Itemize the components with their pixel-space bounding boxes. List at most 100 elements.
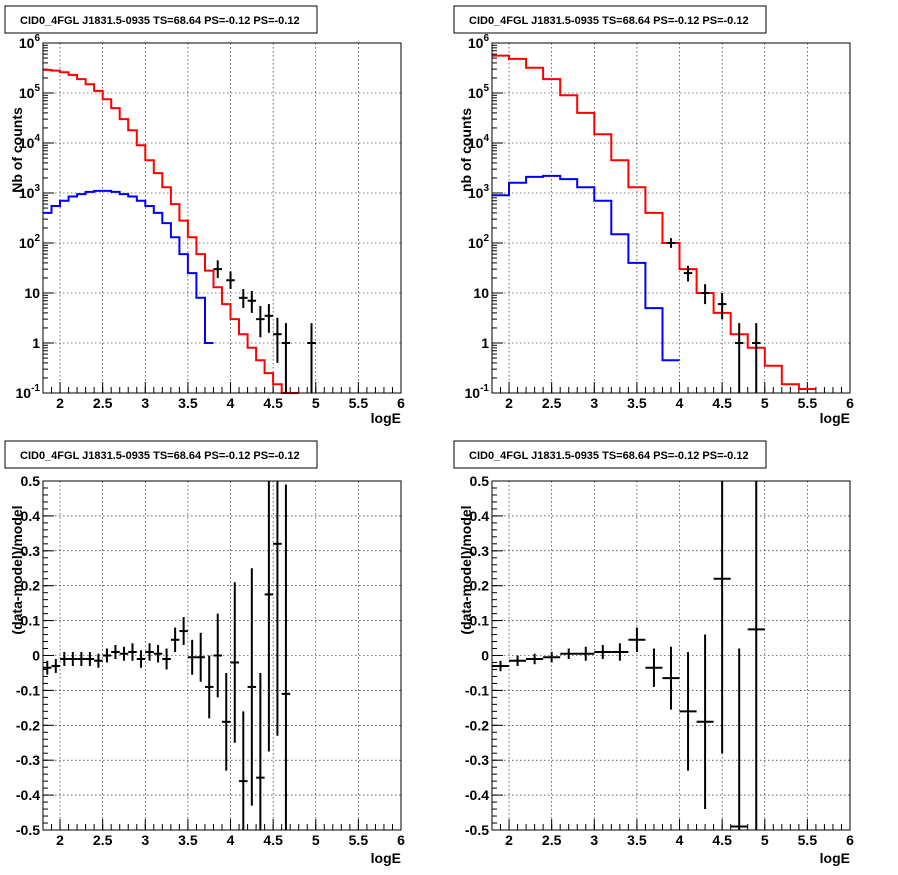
data-point [77,652,86,666]
plot-background [43,43,401,393]
x-tick-label: 6 [397,832,405,848]
data-point [679,652,697,771]
data-point [281,484,291,830]
series-line [492,174,680,362]
x-tick-label: 5.5 [349,832,369,848]
y-tick-label: -0.2 [465,717,489,733]
data-point [68,652,78,666]
data-point [94,653,103,668]
x-tick-label: 3.5 [627,395,647,411]
data-point [119,646,129,661]
data-point [281,323,291,393]
y-tick-label: 10-1 [16,383,41,401]
data-point [307,323,316,393]
data-point [43,660,52,675]
data-point [162,648,171,670]
data-point [492,660,510,672]
data-point [247,568,257,806]
x-tick-label: 5.5 [349,395,369,411]
x-tick-label: 5 [312,395,320,411]
data-point [239,711,248,830]
y-tick-label: -0.2 [16,717,40,733]
panel-title: CID0_4FGL J1831.5-0935 TS=68.64 PS=-0.12… [469,450,749,462]
plot-area: 2 2.5 3 3.5 4 4.5 5 5.5 6 -0.5 -0.4 -0.3 -0.2 -0.1 0 0.… [465,473,854,848]
y-tick-label: 0.2 [470,578,490,594]
y-tick-label: -0.5 [465,822,489,838]
series-line [43,68,299,394]
panel-bottom-right: CID0_4FGL J1831.5-0935 TS=68.64 PS=-0.12… [453,440,854,866]
x-tick-label: 2.5 [93,832,113,848]
y-tick-label: -0.4 [16,787,40,803]
x-tick-label: 3 [590,832,598,848]
data-point [730,648,748,830]
y-tick-label: -0.1 [16,682,40,698]
plot-frame [491,480,851,831]
x-tick-label: 4.5 [263,395,283,411]
plot-area: 2 2.5 3 3.5 4 4.5 5 5.5 6 -0.5 -0.4 -0.3 -0.2 -0.1 0 0.… [16,473,405,848]
data-point [102,648,112,663]
data-point [747,481,765,830]
data-point [560,648,578,659]
x-tick-label: 4 [227,832,235,848]
y-tick-label: 103 [19,183,41,201]
y-tick-label: 0.4 [21,508,41,524]
x-tick-label: 2 [505,832,513,848]
data-point [543,652,561,663]
y-axis-label: Nb of counts [9,107,25,193]
data-point [196,632,205,682]
y-tick-label: 0.2 [21,578,41,594]
x-tick-label: 4.5 [712,395,732,411]
y-tick-label: 104 [19,133,41,151]
x-tick-label: 6 [846,395,854,411]
panel-bottom-left: CID0_4FGL J1831.5-0935 TS=68.64 PS=-0.12… [4,440,405,866]
data-point [60,652,69,666]
x-tick-label: 3.5 [178,395,198,411]
data-point [222,672,231,771]
x-tick-label: 6 [846,832,854,848]
panel-title-box [453,440,767,469]
x-tick-label: 5.5 [798,832,818,848]
y-tick-label: 0.5 [21,473,41,489]
data-point [273,481,282,736]
data-point [128,643,137,661]
y-axis-label: nb of counts [458,108,474,192]
data-point [526,653,544,665]
x-tick-label: 2 [56,395,64,411]
x-tick-label: 4.5 [712,832,732,848]
x-tick-label: 5 [312,832,320,848]
plot-area: 2 2.5 3 3.5 4 4.5 5 5.5 6 10-1 1 10 102 103 104 105 106 [16,33,406,411]
x-tick-label: 5 [761,395,769,411]
x-axis-label: logE [371,410,401,426]
y-axis-label: (data-model)/model [458,505,474,634]
data-point [683,265,693,282]
y-tick-label: 0 [32,648,40,664]
x-tick-label: 3 [590,395,598,411]
data-point [662,646,680,710]
y-tick-label: 0.1 [21,613,41,629]
data-point [645,648,663,687]
y-tick-label: 102 [19,233,41,251]
panel-title: CID0_4FGL J1831.5-0935 TS=68.64 PS=-0.12… [20,15,300,27]
y-tick-label: 106 [19,33,41,51]
y-tick-label: 10 [24,285,40,301]
data-point [204,655,214,719]
y-tick-label: 102 [468,233,490,251]
data-point [509,655,527,666]
x-tick-label: 4.5 [263,832,283,848]
data-point [256,672,265,830]
x-tick-label: 3 [141,832,149,848]
data-point [696,634,714,810]
y-tick-label: 104 [468,133,490,151]
y-tick-label: 0.3 [21,543,41,559]
y-tick-label: 10 [473,285,489,301]
data-point [239,289,248,309]
data-point [230,582,240,743]
x-tick-label: 5.5 [798,395,818,411]
plot-frame [42,42,402,394]
data-point [247,290,257,313]
data-point [226,271,235,290]
data-point [273,317,282,363]
data-point [256,305,265,338]
x-tick-label: 3 [141,395,149,411]
data-point [111,645,120,659]
